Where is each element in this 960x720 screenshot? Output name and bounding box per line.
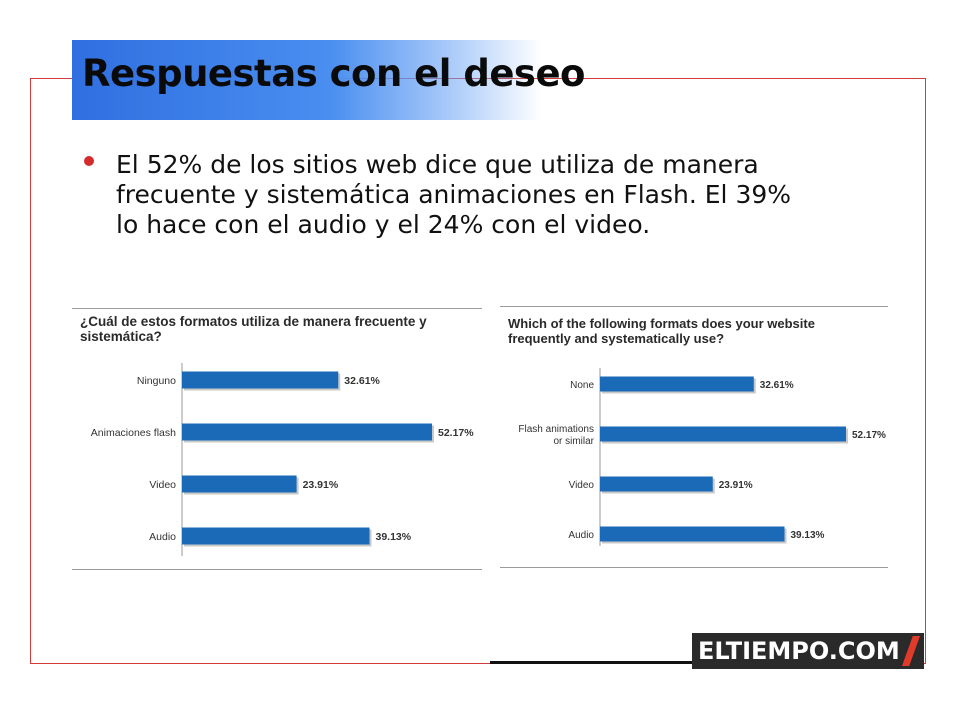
chart-title-spanish: ¿Cuál de estos formatos utiliza de maner… <box>80 314 427 344</box>
logo-slash-icon <box>902 636 920 666</box>
chart-english: Which of the following formats does your… <box>500 306 888 568</box>
eltiempo-logo: ELTIEMPO.COM <box>692 633 924 669</box>
chart-value-label: 52.17% <box>852 430 886 441</box>
logo-text: ELTIEMPO.COM <box>698 637 900 665</box>
chart-value-label: 39.13% <box>791 530 825 541</box>
chart-category-label: Flash animations <box>518 424 594 435</box>
chart-category-label: Video <box>569 480 595 491</box>
chart-top-rule <box>72 308 482 309</box>
chart-category-label: Video <box>149 479 176 491</box>
chart-plot-spanish: 32.61% Ninguno 52.17% Animaciones flash 23.9… <box>91 363 474 556</box>
chart-value-label: 52.17% <box>438 427 474 439</box>
chart-bar <box>600 526 785 542</box>
chart-bottom-rule <box>72 569 482 570</box>
chart-category-label: Animaciones flash <box>91 427 176 439</box>
slide-title: Respuestas con el deseo <box>82 52 585 95</box>
chart-value-label: 32.61% <box>344 375 380 387</box>
footer-rule <box>490 661 692 664</box>
chart-category-label: Audio <box>568 530 594 541</box>
chart-value-label: 39.13% <box>376 531 412 543</box>
chart-bar <box>182 475 297 493</box>
bullet-text: El 52% de los sitios web dice que utiliz… <box>116 150 792 239</box>
chart-bar <box>600 376 754 392</box>
chart-bar <box>182 527 370 545</box>
chart-bar <box>600 476 713 492</box>
chart-bar <box>182 423 432 441</box>
chart-value-label: 23.91% <box>303 479 339 491</box>
chart-spanish: ¿Cuál de estos formatos utiliza de maner… <box>72 308 482 570</box>
chart-value-label: 32.61% <box>760 380 794 391</box>
chart-category-label: Ninguno <box>137 375 176 387</box>
chart-top-rule <box>500 306 888 307</box>
chart-category-label: or similar <box>553 436 594 447</box>
chart-value-label: 23.91% <box>719 480 753 491</box>
title-band <box>72 40 542 120</box>
chart-category-label: None <box>570 380 594 391</box>
chart-title-english: Which of the following formats does your… <box>508 316 815 346</box>
chart-bar <box>600 426 846 442</box>
bullet-dot-icon <box>84 156 94 166</box>
chart-bar <box>182 371 339 389</box>
chart-bottom-rule <box>500 567 888 568</box>
chart-category-label: Audio <box>149 531 176 543</box>
